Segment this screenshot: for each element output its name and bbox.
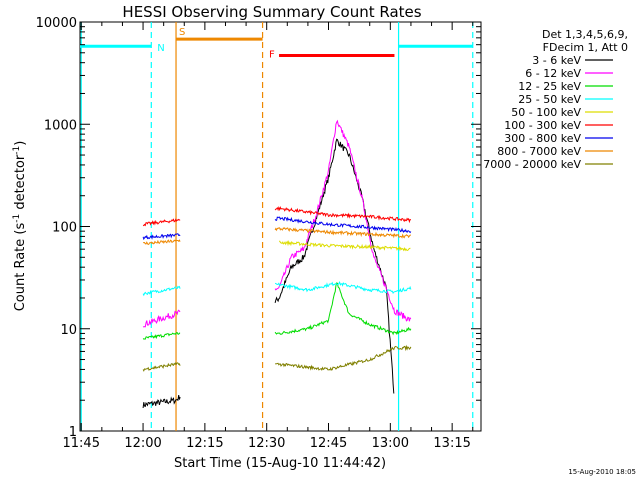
series-line xyxy=(142,205,412,227)
y-tick-label: 100 xyxy=(52,221,77,236)
series-lines xyxy=(142,119,412,409)
legend: Det 1,3,4,5,6,9, FDecim 1, Att 0 3 - 6 k… xyxy=(483,28,628,171)
x-axis-label: Start Time (15-Aug-10 11:44:42) xyxy=(174,456,386,471)
x-tick-label: 13:15 xyxy=(433,436,470,451)
x-tick-label: 11:45 xyxy=(63,436,100,451)
legend-entry-label: 12 - 25 keV xyxy=(518,80,581,93)
series-line xyxy=(279,239,411,252)
y-axis: 1 10 100 1000 10000 xyxy=(36,16,481,440)
flag-bars: N S F xyxy=(80,27,473,61)
x-tick-label: 12:30 xyxy=(248,436,285,451)
legend-entry-label: 300 - 800 keV xyxy=(504,132,581,145)
vertical-markers xyxy=(80,22,474,431)
legend-header-line-2: FDecim 1, Att 0 xyxy=(543,41,628,54)
flag-label: S xyxy=(179,27,185,38)
chart-title: HESSI Observing Summary Count Rates xyxy=(122,3,421,21)
series-line xyxy=(142,282,412,340)
y-axis-label: Count Rate (s-1 detector-1) xyxy=(12,141,28,312)
y-tick-label: 1000 xyxy=(44,118,77,133)
flag-label: F xyxy=(269,50,275,61)
y-tick-label: 1 xyxy=(69,425,77,440)
x-tick-label: 12:15 xyxy=(186,436,223,451)
y-tick-label: 10000 xyxy=(36,16,77,31)
series-line xyxy=(142,344,412,372)
legend-entry-label: 50 - 100 keV xyxy=(511,106,581,119)
plot-frame xyxy=(79,21,482,432)
series-line xyxy=(142,280,412,297)
legend-entry-label: 3 - 6 keV xyxy=(532,54,581,67)
legend-entry-label: 100 - 300 keV xyxy=(504,119,581,132)
plot-timestamp: 15-Aug-2010 18:05 xyxy=(568,468,636,476)
x-axis: 11:45 12:00 12:15 12:30 12:45 13:00 13:15 xyxy=(63,22,474,451)
legend-entry-label: 7000 - 20000 keV xyxy=(483,158,581,171)
x-tick-label: 12:00 xyxy=(124,436,161,451)
y-tick-label: 10 xyxy=(60,323,77,338)
series-line xyxy=(143,227,412,246)
series-line xyxy=(142,216,412,241)
flag-label: N xyxy=(157,43,164,54)
legend-header-line-1: Det 1,3,4,5,6,9, xyxy=(542,28,628,41)
legend-entry-label: 800 - 7000 keV xyxy=(497,145,581,158)
legend-entry-label: 25 - 50 keV xyxy=(518,93,581,106)
x-tick-label: 12:45 xyxy=(310,436,347,451)
series-line xyxy=(142,119,412,328)
legend-entry-label: 6 - 12 keV xyxy=(525,67,581,80)
x-tick-label: 13:00 xyxy=(372,436,409,451)
series-line xyxy=(142,138,395,409)
